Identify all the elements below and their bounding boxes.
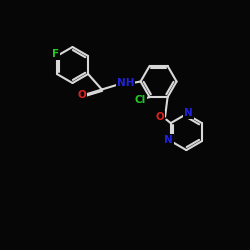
Text: NH: NH bbox=[116, 78, 134, 88]
Text: N: N bbox=[184, 108, 193, 118]
Text: F: F bbox=[52, 49, 59, 59]
Text: O: O bbox=[155, 112, 164, 122]
Text: Cl: Cl bbox=[134, 95, 146, 105]
Text: O: O bbox=[78, 90, 86, 100]
Text: N: N bbox=[164, 135, 173, 145]
